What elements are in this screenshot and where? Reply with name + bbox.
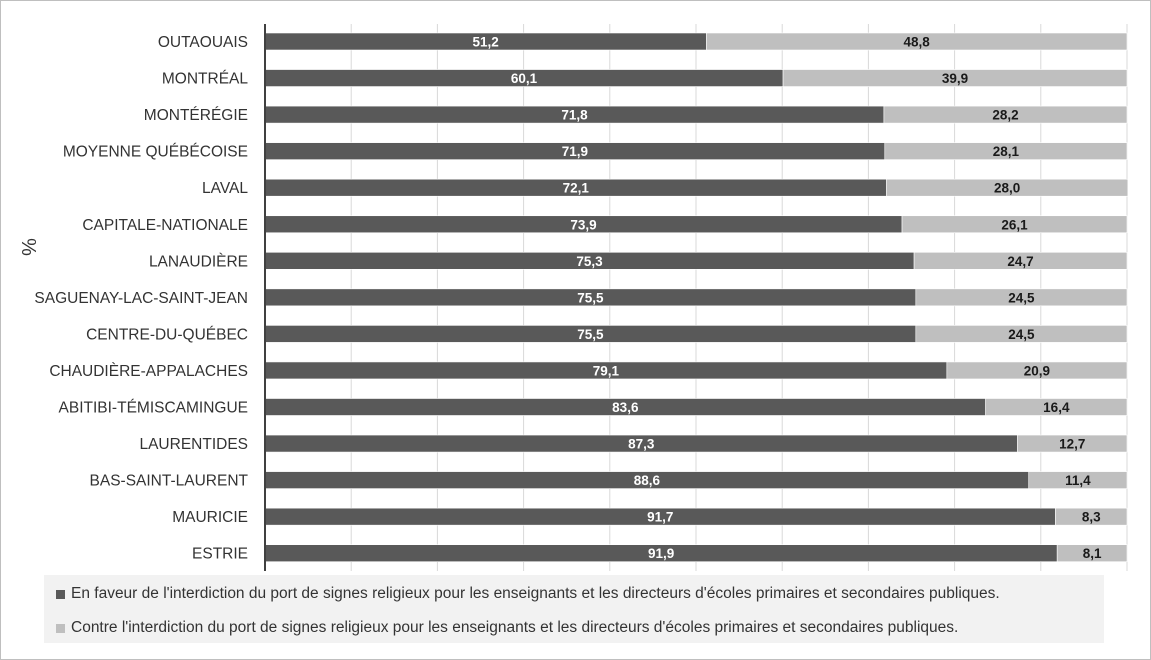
bar-segment-contre: [1028, 471, 1128, 489]
bar-segment-contre: [884, 142, 1128, 160]
data-label: 91,7: [647, 510, 673, 525]
bar-segment-contre: [985, 398, 1128, 416]
data-label: 60,1: [511, 71, 538, 86]
data-label: 71,8: [561, 108, 588, 123]
data-label: 26,1: [1001, 217, 1028, 232]
category-label: OUTAOUAIS: [158, 34, 248, 51]
category-label: SAGUENAY-LAC-SAINT-JEAN: [34, 290, 248, 307]
category-label: LAURENTIDES: [139, 436, 248, 453]
category-label: CENTRE-DU-QUÉBEC: [86, 326, 248, 343]
bar-segment-contre: [883, 105, 1128, 124]
category-label: LANAUDIÈRE: [149, 253, 248, 270]
category-label: MONTÉRÉGIE: [144, 107, 248, 124]
bar-segment-contre: [1017, 434, 1128, 453]
bar-segment-contre: [706, 32, 1128, 51]
data-label: 11,4: [1065, 473, 1091, 488]
bar-segment-contre: [1055, 507, 1128, 526]
data-label: 8,1: [1083, 546, 1102, 561]
data-label: 24,5: [1008, 290, 1035, 305]
data-label: 8,3: [1082, 510, 1101, 525]
bar-segment-contre: [1056, 544, 1128, 563]
category-label: MAURICIE: [172, 509, 248, 526]
data-label: 75,3: [576, 254, 603, 269]
data-label: 16,4: [1043, 400, 1070, 415]
bar-segment-contre: [901, 215, 1128, 234]
data-label: 88,6: [634, 473, 661, 488]
category-label: MONTRÉAL: [162, 71, 249, 88]
data-label: 20,9: [1024, 363, 1050, 378]
data-label: 39,9: [942, 71, 968, 86]
bar-segment-contre: [782, 69, 1128, 87]
data-label: 72,1: [563, 181, 590, 196]
y-axis-unit-label: %: [17, 238, 39, 256]
data-label: 91,9: [648, 546, 674, 561]
bar-segment-contre: [913, 252, 1128, 270]
data-label: 24,5: [1008, 327, 1035, 342]
legend-item-contre: Contre l'interdiction du port de signes …: [56, 617, 958, 639]
bar-segment-contre: [915, 325, 1128, 343]
data-label: 12,7: [1059, 437, 1085, 452]
category-label: BAS-SAINT-LAURENT: [90, 473, 249, 490]
data-label: 83,6: [612, 400, 639, 415]
bar-segment-contre: [915, 288, 1128, 307]
category-label: LAVAL: [202, 180, 248, 197]
data-label: 48,8: [904, 35, 931, 50]
data-label: 51,2: [473, 35, 499, 50]
data-label: 79,1: [593, 363, 620, 378]
data-labels: 51,2 48,8 60,1 39,9 71,8 28,2 71,9 28,1 72,1 28,0…: [473, 35, 1102, 562]
category-labels: OUTAOUAIS MONTRÉAL MONTÉRÉGIE MOYENNE QUÉBÉ…: [34, 34, 248, 563]
legend-swatch-dark-square-icon: [56, 589, 65, 599]
category-label: CAPITALE-NATIONALE: [82, 217, 248, 234]
bar-segment-contre: [886, 178, 1129, 197]
legend-label: Contre l'interdiction du port de signes …: [71, 619, 959, 636]
data-label: 75,5: [577, 327, 604, 342]
bars: [264, 32, 1129, 563]
category-label: CHAUDIÈRE-APPALACHES: [49, 363, 248, 380]
data-label: 28,1: [993, 144, 1020, 159]
data-label: 28,0: [994, 181, 1020, 196]
category-label: ABITIBI-TÉMISCAMINGUE: [59, 400, 248, 417]
data-label: 71,9: [562, 144, 588, 159]
data-label: 73,9: [570, 217, 596, 232]
bar-segment-contre: [946, 361, 1128, 380]
data-label: 28,2: [992, 108, 1018, 123]
legend-item-en-faveur: En faveur de l'interdiction du port de s…: [56, 583, 1000, 605]
data-label: 87,3: [628, 437, 655, 452]
legend-swatch-light-square-icon: [56, 623, 65, 633]
data-label: 75,5: [577, 290, 604, 305]
data-label: 24,7: [1007, 254, 1033, 269]
category-label: ESTRIE: [192, 546, 248, 563]
category-label: MOYENNE QUÉBÉCOISE: [63, 144, 248, 161]
legend: En faveur de l'interdiction du port de s…: [44, 575, 1104, 643]
legend-label: En faveur de l'interdiction du port de s…: [71, 585, 1000, 602]
